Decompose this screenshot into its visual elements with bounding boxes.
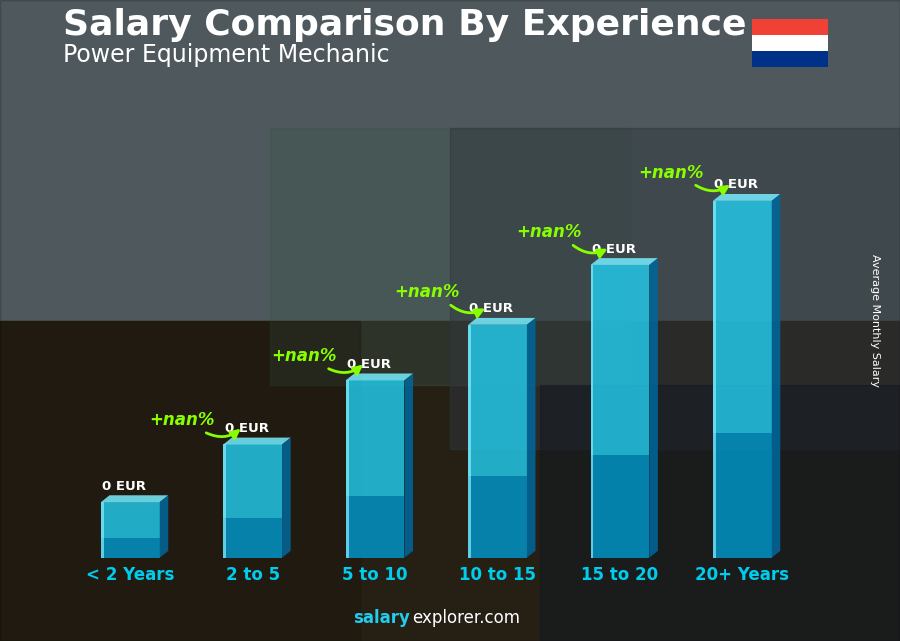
Text: +nan%: +nan% [639,163,704,181]
Text: +nan%: +nan% [394,283,459,301]
Text: +nan%: +nan% [149,412,214,429]
Polygon shape [590,258,658,265]
Text: Salary Comparison By Experience: Salary Comparison By Experience [63,8,746,42]
Text: 0 EUR: 0 EUR [470,303,513,315]
Bar [540,385,900,641]
Bar [0,0,900,320]
Polygon shape [713,194,780,201]
Bar [590,265,649,455]
Bar [0,320,360,641]
Bar [752,19,828,35]
Polygon shape [404,374,413,558]
Bar [223,444,226,558]
Bar [752,51,828,67]
Text: Power Equipment Mechanic: Power Equipment Mechanic [63,44,390,67]
Bar [223,518,282,558]
Text: 0 EUR: 0 EUR [225,422,268,435]
Bar [346,495,404,558]
Polygon shape [649,258,658,558]
Bar [590,265,593,558]
Bar [450,128,900,449]
Bar [713,201,771,433]
Bar [0,320,900,641]
Polygon shape [526,318,536,558]
Text: 0 EUR: 0 EUR [103,479,146,493]
Bar [468,476,526,558]
Text: explorer.com: explorer.com [412,609,520,627]
Bar [468,325,526,476]
Text: salary: salary [353,609,410,627]
Polygon shape [346,374,413,380]
Bar [101,502,159,538]
Bar [101,502,104,558]
Polygon shape [223,438,291,444]
Text: Average Monthly Salary: Average Monthly Salary [869,254,880,387]
Text: +nan%: +nan% [272,347,337,365]
Bar [713,201,716,558]
Text: 0 EUR: 0 EUR [715,178,758,192]
Bar [346,380,404,495]
Text: 0 EUR: 0 EUR [592,242,635,256]
Bar [713,433,771,558]
Bar [346,380,348,558]
Polygon shape [101,495,168,502]
Polygon shape [771,194,780,558]
Bar [752,35,828,51]
Polygon shape [282,438,291,558]
Text: +nan%: +nan% [517,224,581,242]
Bar [223,444,282,518]
Bar [590,455,649,558]
Bar [468,325,471,558]
Polygon shape [159,495,168,558]
Polygon shape [468,318,536,325]
Bar [270,128,630,385]
Bar [101,538,159,558]
Text: 0 EUR: 0 EUR [347,358,391,371]
